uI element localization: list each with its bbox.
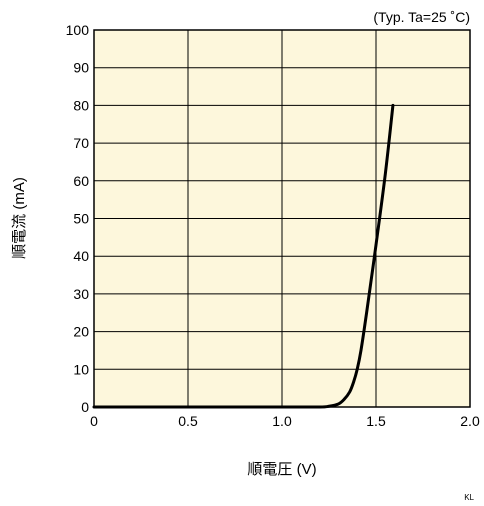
y-tick-label: 60	[73, 173, 89, 189]
y-tick-label: 90	[73, 60, 89, 76]
y-axis-label: 順電流 (mA)	[11, 177, 28, 259]
y-tick-label: 10	[73, 361, 89, 377]
y-tick-label: 40	[73, 248, 89, 264]
footer-code: KL	[464, 493, 474, 502]
y-tick-label: 50	[73, 211, 89, 227]
gridlines	[94, 30, 470, 407]
y-tick-label: 100	[66, 22, 90, 38]
x-tick-label: 2.0	[460, 413, 480, 429]
y-tick-label: 70	[73, 135, 89, 151]
y-tick-label: 0	[81, 399, 89, 415]
y-tick-label: 30	[73, 286, 89, 302]
condition-note: (Typ. Ta=25 ˚C)	[373, 9, 470, 25]
x-tick-label: 0	[90, 413, 98, 429]
x-tick-label: 1.0	[272, 413, 292, 429]
x-tick-label: 0.5	[178, 413, 198, 429]
x-tick-label: 1.5	[366, 413, 386, 429]
x-tick-labels: 0 0.5 1.0 1.5 2.0	[90, 413, 480, 429]
y-tick-label: 20	[73, 324, 89, 340]
x-axis-label: 順電圧 (V)	[247, 461, 316, 478]
y-tick-label: 80	[73, 97, 89, 113]
plot-frame	[93, 29, 471, 408]
y-tick-labels: 0 10 20 30 40 50 60 70 80 90 100	[66, 22, 90, 415]
